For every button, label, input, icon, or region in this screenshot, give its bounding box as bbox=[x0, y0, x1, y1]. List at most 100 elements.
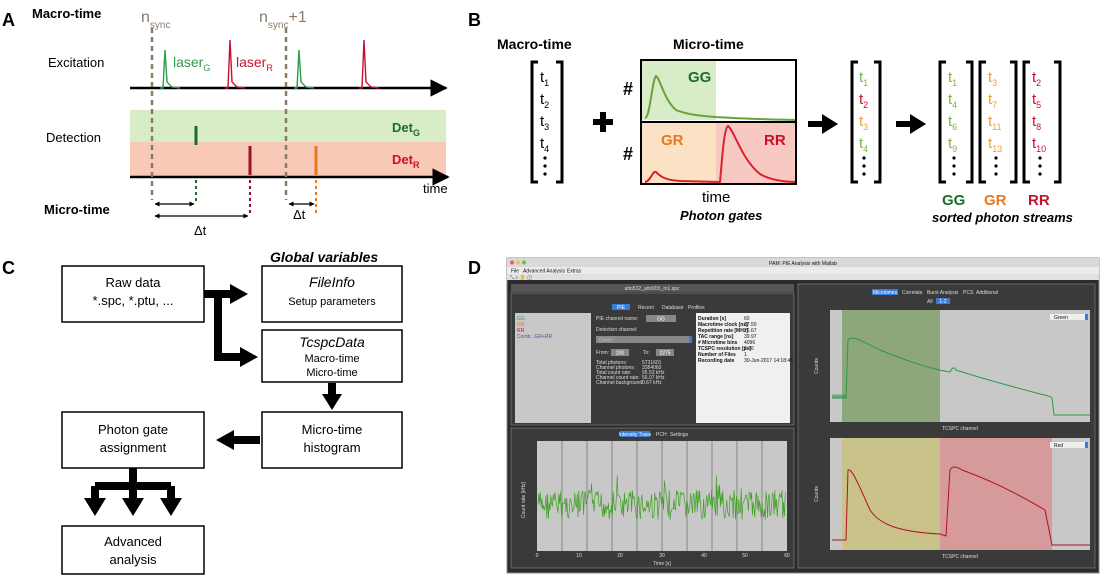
tab-profiles[interactable]: Profiles bbox=[688, 305, 705, 311]
tab-correlate[interactable]: Correlate bbox=[902, 290, 923, 296]
hash-1: # bbox=[623, 79, 633, 99]
info-key: Repetition rate [MHz] bbox=[698, 328, 748, 334]
tab-pie[interactable] bbox=[612, 304, 630, 310]
dot bbox=[1038, 164, 1042, 168]
tab-intensity-trace-label: Intensity Trace bbox=[619, 432, 652, 438]
bracket-left bbox=[530, 60, 538, 184]
gr-entry-1: t3 bbox=[988, 69, 997, 88]
zoom-button[interactable] bbox=[522, 260, 526, 265]
panel-b-macro-time: Macro-time bbox=[497, 36, 572, 52]
labeled-entry-4: t4 bbox=[859, 135, 868, 154]
bracket-left bbox=[1022, 60, 1030, 184]
tab-microtimes-label: Microtimes bbox=[873, 290, 898, 296]
gr-entry-4: t13 bbox=[988, 135, 1002, 154]
dot bbox=[994, 164, 998, 168]
pie-list-rr[interactable]: RR bbox=[517, 328, 525, 334]
stat-label: Total count rate: bbox=[596, 370, 632, 376]
arrow-head bbox=[822, 114, 838, 134]
det-g-label: DetG bbox=[392, 120, 420, 138]
chevron-down-icon[interactable] bbox=[1085, 314, 1088, 320]
chevron-down-icon[interactable] bbox=[689, 336, 692, 343]
file-info-table bbox=[696, 313, 790, 423]
pie-channel-list[interactable] bbox=[515, 313, 591, 423]
bracket-right bbox=[556, 60, 564, 184]
hash-2: # bbox=[623, 144, 633, 164]
rr-entry-3: t8 bbox=[1032, 113, 1041, 132]
info-key: TCSPC resolution [ps] bbox=[698, 346, 751, 352]
pie-list-gr[interactable]: GR bbox=[517, 322, 525, 328]
from-input[interactable] bbox=[611, 349, 629, 356]
laser-r-pulse-2 bbox=[359, 39, 380, 89]
laser-r-label: laserR bbox=[236, 54, 273, 73]
bottom-channel-value: Red bbox=[1054, 443, 1063, 449]
detection-channel-select[interactable] bbox=[596, 336, 692, 343]
to-input[interactable] bbox=[656, 349, 674, 356]
minimize-button[interactable] bbox=[516, 260, 520, 265]
panel-a: A Macro-time nsync nsync+1 Excitation la… bbox=[2, 6, 450, 238]
tab-intensity-trace[interactable] bbox=[620, 431, 650, 437]
dot bbox=[543, 164, 547, 168]
gg-entry-3: t6 bbox=[948, 113, 957, 132]
stat-value: 95.53 kHz bbox=[642, 370, 665, 376]
sub-tab-1-2[interactable] bbox=[936, 298, 950, 304]
stat-label: Channel background: bbox=[596, 380, 644, 386]
pie-channel-name-input[interactable] bbox=[646, 315, 676, 322]
pie-list-gg[interactable]: GG bbox=[517, 316, 525, 322]
dot bbox=[543, 156, 547, 160]
menu-extras[interactable]: Extras bbox=[567, 269, 582, 275]
photon-gate-line-2: assignment bbox=[100, 440, 167, 455]
fileinfo-box bbox=[261, 265, 403, 323]
green-decay-curve bbox=[832, 337, 1090, 416]
file-name-bar bbox=[511, 284, 794, 292]
stat-value: 3384060 bbox=[642, 365, 662, 371]
menu-advanced-analysis[interactable]: Advanced Analysis bbox=[523, 269, 565, 275]
dot bbox=[1038, 156, 1042, 160]
tab-additional[interactable]: Additional bbox=[976, 290, 998, 296]
raw-data-line-2: *.spc, *.ptu, ... bbox=[93, 293, 174, 308]
panel-d: D PAM: PIE Analysis with Matlab File Adv… bbox=[468, 257, 1100, 574]
raw-data-line-1: Raw data bbox=[106, 275, 162, 290]
intensity-trace-line bbox=[537, 475, 787, 520]
bracket-left bbox=[850, 60, 858, 184]
stream-rr: t2 t5 t8 t10 bbox=[1022, 60, 1062, 184]
macro-entry-3: t3 bbox=[540, 113, 549, 132]
pie-list-comb[interactable]: Comb.: GR+RR bbox=[517, 334, 553, 340]
gr-rr-histogram-box bbox=[640, 121, 797, 185]
close-button[interactable] bbox=[510, 260, 514, 265]
sub-tab-all[interactable]: All bbox=[927, 299, 933, 305]
arrow-head bbox=[240, 347, 258, 367]
tab-microtimes[interactable] bbox=[872, 289, 898, 295]
histogram-box bbox=[261, 411, 403, 469]
dt-label-2: Δt bbox=[293, 207, 306, 222]
bottom-channel-select[interactable] bbox=[1050, 442, 1088, 448]
dot bbox=[952, 156, 956, 160]
laser-g-pulse-1 bbox=[160, 49, 181, 89]
histogram-line-2: histogram bbox=[303, 440, 360, 455]
top-channel-select[interactable] bbox=[1050, 314, 1088, 320]
stat-value: 56.07 kHz bbox=[642, 375, 665, 381]
tab-recent[interactable]: Recent bbox=[638, 305, 654, 311]
pie-channel-name-value: GG bbox=[657, 317, 665, 323]
dot bbox=[862, 156, 866, 160]
advanced-line-2: analysis bbox=[110, 552, 157, 567]
tab-settings[interactable]: Settings bbox=[670, 432, 689, 438]
arrow-raw-to-tcspcdata bbox=[214, 294, 240, 361]
dot bbox=[952, 172, 956, 176]
tab-database[interactable]: Database bbox=[662, 305, 684, 311]
bracket-left bbox=[938, 60, 946, 184]
det-r-label: DetR bbox=[392, 152, 420, 170]
tcspcdata-macro-time: Macro-time bbox=[304, 353, 359, 365]
menu-file[interactable]: File bbox=[511, 269, 519, 275]
rr-entry-4: t10 bbox=[1032, 135, 1046, 154]
chevron-down-icon[interactable] bbox=[1085, 442, 1088, 448]
detection-channel-value: Green bbox=[599, 338, 613, 344]
time-label: time bbox=[423, 181, 448, 196]
tab-pcs[interactable]: PCS bbox=[963, 290, 974, 296]
tab-burst-analysis[interactable]: Burst Analysis bbox=[927, 290, 959, 296]
arrow-head bbox=[230, 284, 248, 304]
gr-rr-decay-curve bbox=[644, 124, 796, 184]
stat-label: Channel count rate: bbox=[596, 375, 640, 381]
tab-pch[interactable]: PCH bbox=[656, 432, 667, 438]
photon-gate-box bbox=[61, 411, 205, 469]
